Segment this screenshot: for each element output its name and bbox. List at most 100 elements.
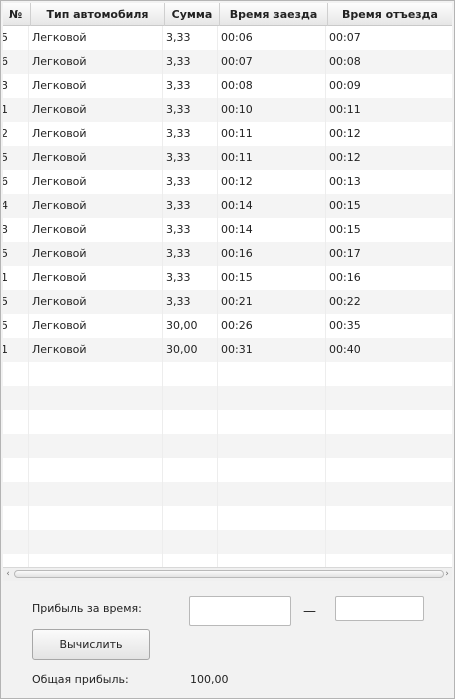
cell-departure-time: 00:15 (329, 223, 361, 236)
empty-cell (3, 482, 29, 506)
empty-cell (218, 458, 326, 482)
cell-car-type: Легковой (29, 218, 163, 242)
range-separator: — (303, 604, 316, 619)
cell-sum: 3,33 (163, 290, 218, 314)
cell-car-type: Легковой (29, 26, 163, 50)
cell-number: 5 (3, 26, 29, 50)
cell-number: 6 (3, 170, 29, 194)
cell-departure-time: 00:22 (329, 295, 361, 308)
empty-cell (29, 530, 163, 554)
cell-car-type: Легковой (29, 194, 163, 218)
cell-arrival-time: 00:11 (218, 146, 326, 170)
cell-departure-time: 00:07 (329, 31, 361, 44)
cell-car-type: Легковой (29, 242, 163, 266)
cell-arrival-time: 00:21 (218, 290, 326, 314)
cell-departure-time: 00:08 (329, 55, 361, 68)
column-header-number[interactable]: № (3, 3, 31, 26)
empty-cell (29, 482, 163, 506)
empty-table-row (3, 554, 452, 567)
calculate-button[interactable]: Вычислить (32, 629, 150, 660)
cell-number: 5 (3, 146, 29, 170)
total-profit-label: Общая прибыль: (32, 673, 129, 686)
empty-cell (326, 482, 450, 506)
cell-arrival-time: 00:14 (218, 194, 326, 218)
empty-cell (218, 434, 326, 458)
cell-car-type: Легковой (29, 314, 163, 338)
empty-table-row (3, 410, 452, 434)
cell-arrival-time: 00:10 (218, 98, 326, 122)
empty-table-row (3, 482, 452, 506)
scrollbar-thumb[interactable] (14, 570, 444, 578)
empty-cell (3, 458, 29, 482)
parking-table: № Тип автомобиля Сумма Время заезда Врем… (3, 3, 452, 567)
column-header-sum[interactable]: Сумма (165, 3, 220, 26)
scroll-left-arrow-icon[interactable]: ‹ (6, 569, 10, 579)
horizontal-scrollbar[interactable]: ‹ › (3, 567, 452, 581)
empty-cell (29, 458, 163, 482)
cell-car-type: Легковой (29, 170, 163, 194)
empty-cell (3, 410, 29, 434)
empty-cell (3, 434, 29, 458)
cell-sum: 3,33 (163, 194, 218, 218)
empty-cell (29, 410, 163, 434)
empty-cell (29, 434, 163, 458)
scroll-right-arrow-icon[interactable]: › (445, 569, 449, 579)
column-header-departure-time[interactable]: Время отъезда (342, 8, 438, 21)
time-from-input[interactable] (189, 596, 291, 626)
empty-cell (218, 506, 326, 530)
cell-sum: 3,33 (163, 98, 218, 122)
cell-sum: 3,33 (163, 50, 218, 74)
profit-period-label: Прибыль за время: (32, 602, 142, 615)
cell-car-type: Легковой (29, 266, 163, 290)
cell-departure-time: 00:40 (329, 343, 361, 356)
cell-departure-time: 00:11 (329, 103, 361, 116)
cell-sum: 3,33 (163, 74, 218, 98)
cell-arrival-time: 00:31 (218, 338, 326, 362)
empty-table-row (3, 530, 452, 554)
cell-arrival-time: 00:12 (218, 170, 326, 194)
empty-cell (326, 434, 450, 458)
empty-cell (3, 506, 29, 530)
column-header-car-type[interactable]: Тип автомобиля (31, 3, 165, 26)
empty-cell (218, 530, 326, 554)
empty-cell (163, 530, 218, 554)
empty-cell (218, 362, 326, 386)
table-header: № Тип автомобиля Сумма Время заезда Врем… (3, 3, 452, 26)
empty-cell (326, 386, 450, 410)
empty-cell (218, 386, 326, 410)
empty-cell (3, 362, 29, 386)
cell-number: 1 (3, 266, 29, 290)
total-profit-value: 100,00 (190, 673, 229, 686)
empty-table-row (3, 362, 452, 386)
cell-sum: 30,00 (163, 338, 218, 362)
column-header-arrival-time[interactable]: Время заезда (220, 3, 328, 26)
empty-cell (218, 410, 326, 434)
time-to-input[interactable] (335, 596, 424, 621)
cell-sum: 3,33 (163, 146, 218, 170)
cell-car-type: Легковой (29, 146, 163, 170)
cell-sum: 3,33 (163, 266, 218, 290)
empty-cell (3, 530, 29, 554)
cell-departure-time: 00:17 (329, 247, 361, 260)
cell-sum: 30,00 (163, 314, 218, 338)
empty-cell (163, 434, 218, 458)
empty-cell (29, 506, 163, 530)
cell-number: 5 (3, 314, 29, 338)
table-body: 5Легковой3,3300:0600:076Легковой3,3300:0… (3, 26, 452, 567)
cell-departure-time: 00:15 (329, 199, 361, 212)
